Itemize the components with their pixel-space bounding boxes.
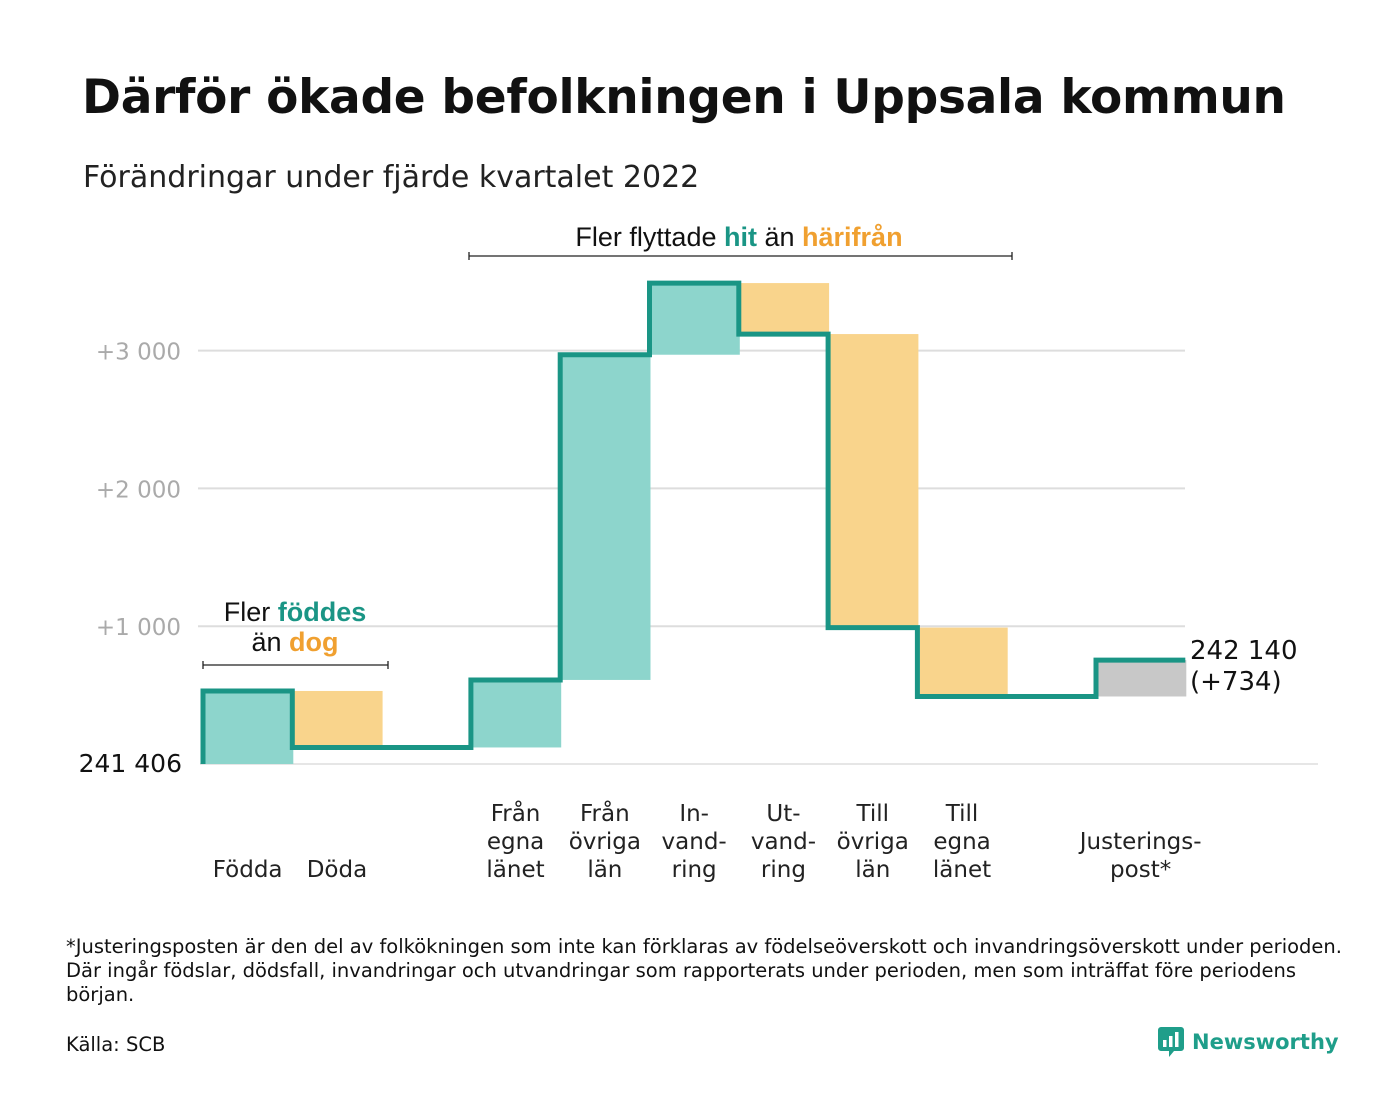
annotation-migration-bracket	[468, 252, 1013, 260]
category-label: län	[587, 857, 622, 883]
source-label: Källa: SCB	[66, 1033, 166, 1056]
annotation-text-part: föddes	[278, 597, 367, 627]
category-label: Justerings-	[1078, 829, 1202, 855]
annotation-births-line1: Fler föddes	[224, 597, 367, 627]
y-tick-label: +2 000	[96, 477, 181, 503]
category-label: Ut-	[766, 801, 800, 827]
start-value-label: 241 406	[79, 749, 182, 778]
annotation-text-part: dog	[289, 627, 338, 657]
category-label: In-	[679, 801, 709, 827]
footnote: *Justeringsposten är den del av folkökni…	[66, 935, 1342, 1006]
end-change-label: (+734)	[1190, 667, 1282, 697]
waterfall-bar	[651, 283, 740, 355]
annotation-text-part: än	[757, 222, 802, 252]
page-subtitle: Förändringar under fjärde kvartalet 2022	[83, 160, 700, 195]
category-label: egna	[933, 829, 990, 855]
category-label: Från	[491, 799, 541, 827]
annotation-text-part: Fler	[224, 597, 278, 627]
annotation-text-part: härifrån	[802, 222, 903, 252]
waterfall-bar	[205, 690, 294, 764]
category-label: ring	[672, 857, 717, 883]
category-label: län	[855, 857, 890, 883]
category-label: övriga	[837, 829, 909, 855]
category-label: post*	[1110, 857, 1171, 883]
end-value-label: 242 140	[1190, 636, 1298, 666]
page-title: Därför ökade befolkningen i Uppsala komm…	[82, 70, 1286, 125]
category-label: Till	[855, 801, 889, 827]
category-label: länet	[486, 857, 544, 883]
annotation-text-part: hit	[724, 222, 757, 252]
waterfall-bar	[1098, 660, 1187, 697]
category-label: Till	[945, 801, 979, 827]
category-label: Döda	[307, 857, 367, 883]
category-label: länet	[933, 857, 991, 883]
annotation-text-part: än	[251, 627, 289, 657]
y-tick-label: +3 000	[96, 340, 181, 366]
annotation-text-part: Fler flyttade	[575, 222, 724, 252]
category-label: ring	[761, 857, 806, 883]
waterfall-bar	[562, 354, 651, 680]
category-label: vand-	[662, 829, 727, 855]
y-tick-label: +1 000	[96, 615, 181, 641]
waterfall-bar	[294, 690, 383, 748]
cumulative-step-line	[200, 280, 1186, 764]
newsworthy-logo: Newsworthy	[1158, 1027, 1339, 1057]
category-label: Födda	[213, 857, 283, 883]
waterfall-bar	[740, 283, 830, 335]
annotation-births-bracket	[202, 661, 389, 669]
waterfall-bar	[472, 679, 562, 748]
category-label: Från	[580, 799, 630, 827]
brand-name: Newsworthy	[1192, 1030, 1339, 1054]
bar-chart-bubble-icon	[1158, 1027, 1184, 1057]
category-label: övriga	[569, 829, 641, 855]
category-label: vand-	[751, 829, 816, 855]
waterfall-bar	[919, 627, 1008, 697]
waterfall-bar	[830, 334, 919, 628]
annotation-births-line2: än dog	[251, 627, 338, 657]
category-label: egna	[487, 829, 544, 855]
annotation-migration-line1: Fler flyttade hit än härifrån	[575, 222, 902, 252]
